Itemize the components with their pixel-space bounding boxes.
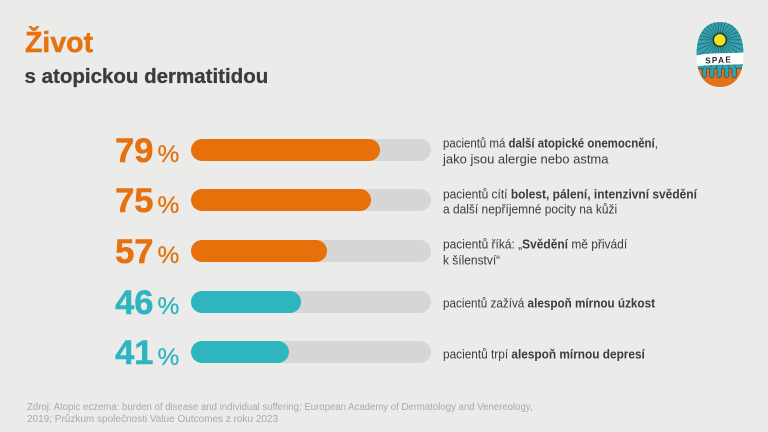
svg-text:A: A	[718, 56, 724, 65]
svg-text:E: E	[725, 56, 731, 65]
svg-text:P: P	[712, 56, 718, 65]
svg-text:S: S	[705, 57, 711, 66]
